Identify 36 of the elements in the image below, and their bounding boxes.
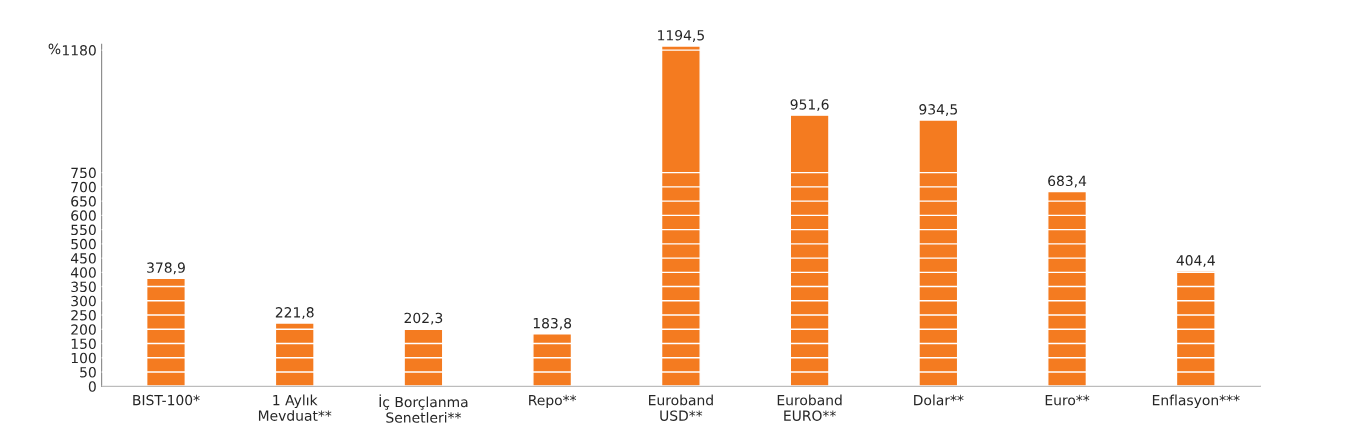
y-tick-label: 450 — [70, 253, 96, 264]
x-tick-label: Repo** — [529, 394, 577, 409]
y-tick-label: 200 — [71, 324, 96, 335]
x-tick-label: Enflasyon*** — [1152, 394, 1240, 409]
data-label: 183,8 — [533, 317, 572, 330]
y-tick-label: 600 — [71, 210, 96, 221]
y-tick-label: 500 — [71, 238, 96, 250]
data-label: 951,6 — [790, 99, 829, 112]
y-tick-label: 750 — [71, 167, 96, 179]
y-tick-label: 350 — [71, 281, 96, 293]
y-tick-label: 250 — [71, 310, 96, 321]
y-tick-label: 550 — [71, 224, 96, 236]
x-tick-label: Euroband EURO** — [777, 394, 842, 421]
x-tick-label: 1 Aylık Mevduat** — [258, 394, 332, 421]
y-tick-label: 100 — [71, 352, 96, 364]
y-tick-label: 1180 — [62, 45, 96, 56]
y-tick-label: 700 — [71, 181, 96, 193]
y-tick-label: 400 — [70, 267, 96, 278]
x-tick-label: Dolar** — [914, 394, 964, 406]
data-label: 1194,5 — [658, 29, 704, 42]
y-tick-label: 0 — [88, 381, 96, 392]
data-label: 934,5 — [919, 104, 958, 116]
y-tick-label: 650 — [71, 196, 96, 207]
x-tick-label: İç Borçlanma Senetleri** — [379, 394, 468, 423]
x-tick-label: BIST-100* — [133, 394, 200, 406]
x-tick-label: Euro** — [1045, 394, 1090, 406]
data-label: 202,3 — [404, 312, 443, 325]
data-label: 404,4 — [1176, 255, 1215, 268]
data-label: 221,8 — [275, 307, 314, 320]
data-label: 378,9 — [147, 262, 185, 275]
y-tick-label: 150 — [71, 338, 96, 350]
data-label: 683,4 — [1048, 175, 1087, 188]
x-tick-label: Euroband USD** — [649, 394, 713, 421]
y-tick-label: 300 — [71, 295, 96, 307]
y-axis-title: % — [48, 43, 61, 55]
y-tick-label: 50 — [80, 367, 96, 378]
